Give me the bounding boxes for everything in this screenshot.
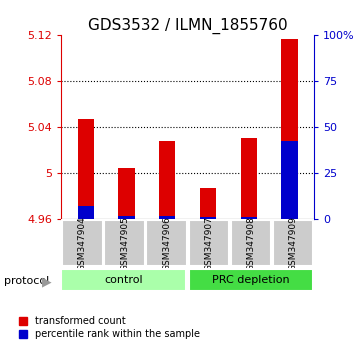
Bar	[159, 141, 175, 219]
Bar	[241, 217, 257, 219]
Text: protocol: protocol	[4, 276, 49, 286]
Text: ▶: ▶	[42, 275, 51, 288]
Bar	[200, 217, 216, 219]
Text: GSM347905: GSM347905	[120, 216, 129, 271]
Bar	[118, 216, 135, 219]
Text: GSM347906: GSM347906	[162, 216, 171, 271]
Bar	[159, 216, 175, 219]
Text: GSM347909: GSM347909	[288, 216, 297, 271]
Text: control: control	[104, 275, 143, 285]
Text: PRC depletion: PRC depletion	[212, 275, 290, 285]
Text: GSM347904: GSM347904	[78, 216, 87, 271]
Bar	[282, 39, 298, 219]
Bar	[273, 221, 313, 266]
Bar	[200, 188, 216, 219]
Text: GSM347908: GSM347908	[247, 216, 255, 271]
Bar	[78, 206, 94, 219]
Bar	[188, 221, 229, 266]
Bar	[231, 221, 271, 266]
Bar	[118, 168, 135, 219]
Bar	[282, 141, 298, 219]
Bar	[241, 138, 257, 219]
Text: GSM347907: GSM347907	[204, 216, 213, 271]
Bar	[147, 221, 187, 266]
Title: GDS3532 / ILMN_1855760: GDS3532 / ILMN_1855760	[88, 18, 287, 34]
Bar	[78, 119, 94, 219]
Bar	[104, 221, 145, 266]
Bar	[61, 268, 186, 291]
Bar	[62, 221, 103, 266]
Legend: transformed count, percentile rank within the sample: transformed count, percentile rank withi…	[19, 316, 200, 339]
Bar	[188, 268, 313, 291]
